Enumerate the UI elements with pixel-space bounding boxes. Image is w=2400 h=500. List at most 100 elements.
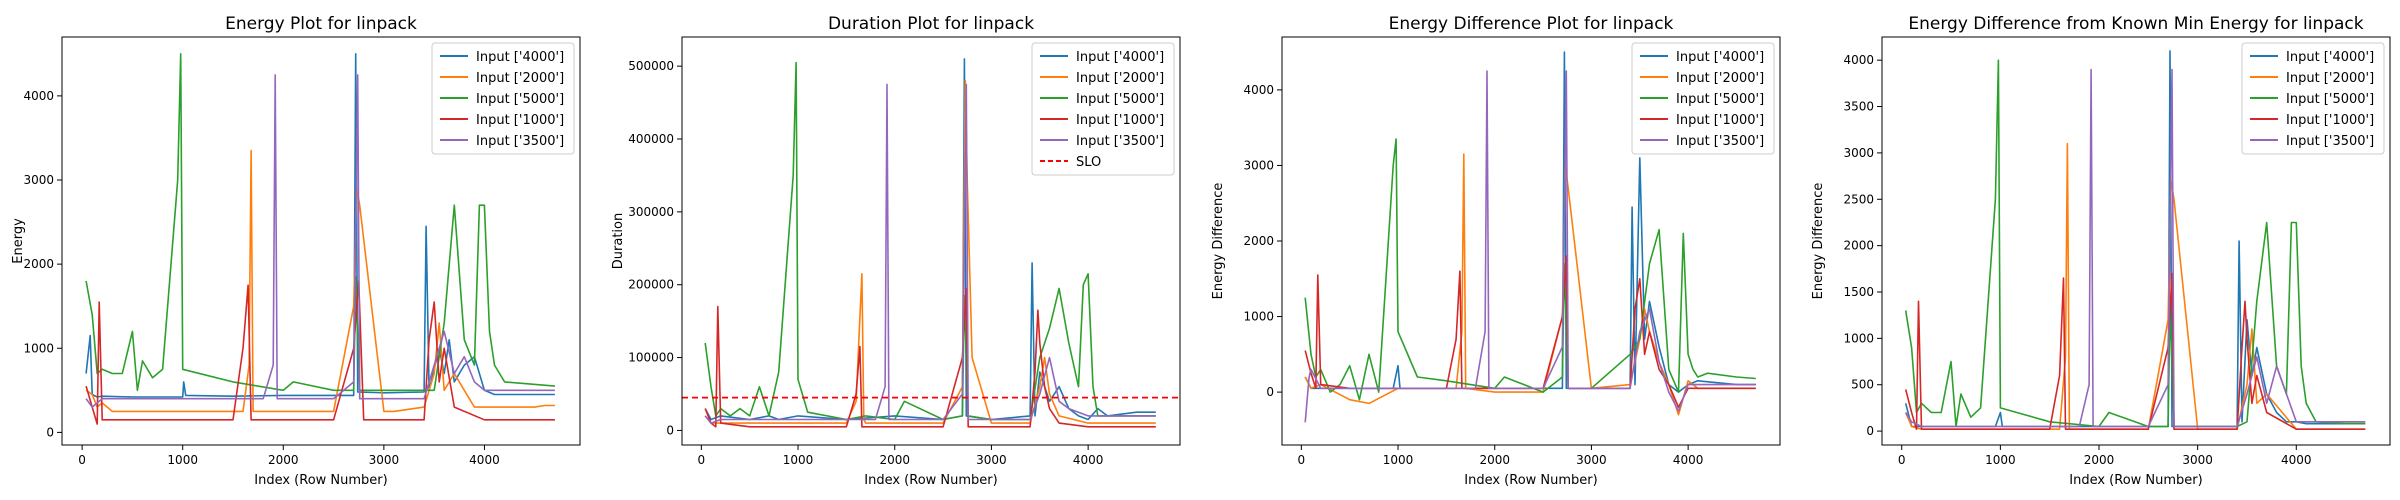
chart-panel-3: Energy Difference Plot for linpack 0 1000 2…	[1211, 14, 1781, 488]
chart-title: Duration Plot for linpack	[828, 14, 1034, 34]
y-tick-label: 2500	[1843, 192, 1874, 206]
y-tick-label: 1500	[1843, 285, 1874, 299]
y-tick-label: 2000	[1243, 234, 1274, 248]
y-tick-label: 4000	[23, 89, 54, 103]
chart-panel-4: Energy Difference from Known Min Energy …	[1811, 14, 2391, 488]
x-tick-label: 2000	[2084, 453, 2115, 467]
y-axis-label: Energy Difference	[1811, 183, 1826, 300]
series-line-5	[1905, 68, 2366, 428]
chart-panel-2: Duration Plot for linpack 0 1000 2000 3000 40…	[611, 14, 1181, 488]
y-tick-label: 1000	[1843, 331, 1874, 345]
x-tick-label: 4000	[469, 453, 500, 467]
y-tick-label: 500	[1851, 378, 1874, 392]
y-tick-label: 200000	[628, 278, 674, 292]
plot-area	[704, 58, 1156, 428]
x-tick-label: 1000	[167, 453, 198, 467]
y-tick-label: 2000	[1843, 239, 1874, 253]
legend: Input ['4000'] Input ['2000'] Input ['5000…	[1031, 42, 1175, 176]
x-tick-label: 2000	[1479, 453, 1510, 467]
legend-label: Input ['5000']	[1676, 92, 1764, 107]
chart-title: Energy Plot for linpack	[225, 14, 417, 34]
y-tick-label: 4000	[1243, 83, 1274, 97]
series-line-3	[704, 61, 1156, 421]
x-tick-label: 4000	[2281, 453, 2312, 467]
y-axis-label: Duration	[611, 213, 626, 269]
y-tick-label: 3000	[23, 173, 54, 187]
legend-label: Input ['5000']	[1076, 92, 1164, 107]
chart-title: Energy Difference from Known Min Energy …	[1908, 14, 2363, 34]
y-tick-label: 0	[666, 423, 674, 437]
x-axis-label: Index (Row Number)	[2069, 473, 2202, 488]
legend-label: Input ['2000']	[476, 71, 564, 86]
series-line-5	[1304, 70, 1756, 423]
y-axis-label: Energy	[11, 218, 26, 264]
x-tick-label: 4000	[1673, 453, 1704, 467]
legend: Input ['4000'] Input ['2000'] Input ['5000…	[1631, 42, 1775, 155]
legend-label: Input ['1000']	[1676, 113, 1764, 128]
x-tick-label: 0	[1898, 453, 1906, 467]
y-tick-label: 500000	[628, 59, 674, 73]
y-tick-label: 3000	[1243, 158, 1274, 172]
x-tick-label: 0	[1298, 453, 1306, 467]
x-tick-label: 0	[78, 453, 86, 467]
x-tick-label: 3000	[1576, 453, 1607, 467]
legend-label: Input ['1000']	[1076, 113, 1164, 128]
chart-title: Energy Difference Plot for linpack	[1389, 14, 1674, 34]
legend-box	[1631, 42, 1775, 155]
x-tick-label: 2000	[879, 453, 910, 467]
series-line-4	[85, 280, 555, 425]
legend-label: Input ['5000']	[2286, 92, 2374, 107]
legend-label: Input ['4000']	[476, 50, 564, 65]
legend-label: Input ['4000']	[1676, 50, 1764, 65]
chart-panel-1: Energy Plot for linpack 0 1000 2000 3000 4000…	[11, 14, 581, 488]
series-line-3	[1304, 138, 1756, 401]
legend-box	[2241, 42, 2385, 155]
x-tick-label: 1000	[1985, 453, 2016, 467]
y-tick-label: 0	[1866, 424, 1874, 438]
axes-frame	[61, 36, 581, 446]
plot-area	[1304, 51, 1756, 423]
y-tick-label: 2000	[23, 257, 54, 271]
axes-frame	[681, 36, 1181, 446]
legend-label: Input ['1000']	[2286, 113, 2374, 128]
legend-label: Input ['3500']	[2286, 134, 2374, 149]
series-line-2	[85, 149, 555, 413]
series-line-3	[85, 52, 555, 392]
x-tick-label: 2000	[268, 453, 299, 467]
plot-area	[85, 52, 555, 425]
legend-label: Input ['5000']	[476, 92, 564, 107]
legend-label: Input ['4000']	[2286, 50, 2374, 65]
legend-label: Input ['2000']	[1076, 71, 1164, 86]
plot-area	[1904, 50, 2366, 431]
y-tick-label: 300000	[628, 205, 674, 219]
legend-label: Input ['3500']	[1676, 134, 1764, 149]
x-axis-label: Index (Row Number)	[1464, 473, 1597, 488]
legend-label: SLO	[1076, 155, 1101, 170]
series-line-2	[1304, 153, 1756, 416]
series-line-4	[704, 287, 1156, 428]
y-tick-label: 100000	[628, 351, 674, 365]
series-line-2	[704, 79, 1156, 424]
series-line-5	[85, 74, 555, 408]
legend-label: Input ['2000']	[1676, 71, 1764, 86]
series-line-1	[85, 52, 555, 398]
y-axis-label: Energy Difference	[1211, 183, 1226, 300]
y-tick-label: 400000	[628, 132, 674, 146]
legend-label: Input ['2000']	[2286, 71, 2374, 86]
y-tick-label: 1000	[23, 341, 54, 355]
x-tick-label: 4000	[1073, 453, 1104, 467]
x-tick-label: 3000	[976, 453, 1007, 467]
y-tick-label: 0	[46, 425, 54, 439]
x-tick-label: 3000	[2182, 453, 2213, 467]
y-tick-label: 1000	[1243, 310, 1274, 324]
legend-box	[431, 42, 575, 155]
legend: Input ['4000'] Input ['2000'] Input ['5000…	[2241, 42, 2385, 155]
y-tick-label: 4000	[1843, 53, 1874, 67]
y-tick-label: 3000	[1843, 146, 1874, 160]
series-line-5	[704, 83, 1156, 424]
y-tick-label: 0	[1266, 385, 1274, 399]
x-tick-label: 1000	[1383, 453, 1414, 467]
x-tick-label: 0	[698, 453, 706, 467]
series-line-4	[1904, 272, 2366, 431]
